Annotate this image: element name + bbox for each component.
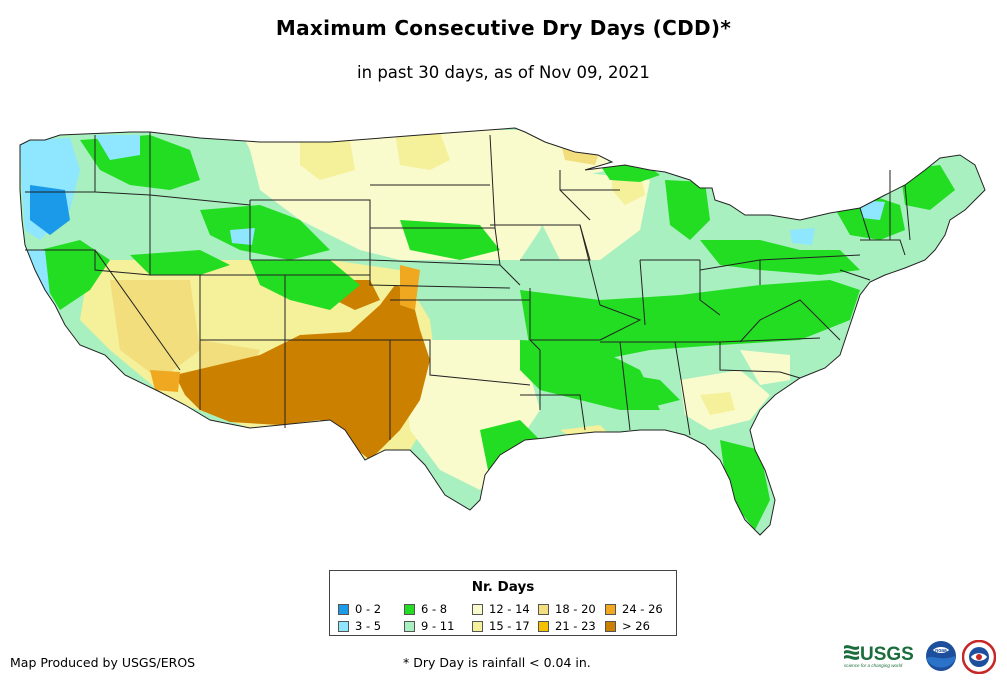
legend-item: 21 - 23: [538, 619, 596, 633]
dry-day-footnote: * Dry Day is rainfall < 0.04 in.: [403, 655, 591, 670]
map-title: Maximum Consecutive Dry Days (CDD)*: [275, 16, 732, 40]
legend-title: Nr. Days: [471, 579, 535, 595]
legend-label: 18 - 20: [555, 602, 596, 616]
legend-swatch: [472, 620, 483, 632]
legend-swatch: [538, 620, 549, 632]
usgs-tagline: science for a changing world: [844, 663, 903, 668]
legend-swatch: [338, 603, 349, 615]
legend-item: 18 - 20: [538, 602, 596, 616]
legend-label: 24 - 26: [622, 602, 663, 616]
legend-label: 21 - 23: [555, 619, 596, 633]
usgs-logo-text: USGS: [860, 644, 914, 665]
legend-swatch: [605, 620, 616, 632]
legend-swatch: [605, 603, 616, 615]
us-cdd-map: [19, 127, 986, 536]
legend-label: 15 - 17: [489, 619, 530, 633]
legend-label: 9 - 11: [421, 619, 455, 633]
legend-label: > 26: [622, 619, 650, 633]
usgs-logo: USGS science for a changing world: [844, 644, 914, 668]
legend-swatch: [472, 603, 483, 615]
legend-label: 12 - 14: [489, 602, 530, 616]
legend-box: Nr. Days 0 - 2 3 - 5 6 - 8 9 - 11 12 - 1…: [329, 570, 677, 636]
usgs-wave-icon: [844, 645, 859, 660]
legend-item: 15 - 17: [472, 619, 530, 633]
legend-swatch: [538, 603, 549, 615]
legend-label: 6 - 8: [421, 602, 448, 616]
noaa-logo-text: noaa: [935, 648, 947, 654]
legend-item: 3 - 5: [338, 619, 381, 633]
legend-item: 12 - 14: [472, 602, 530, 616]
legend-label: 3 - 5: [355, 619, 382, 633]
legend-label: 0 - 2: [355, 602, 382, 616]
map-credit: Map Produced by USGS/EROS: [10, 655, 196, 670]
legend-swatch: [338, 620, 349, 632]
legend-item: 0 - 2: [338, 602, 381, 616]
legend-item: 9 - 11: [404, 619, 454, 633]
legend-swatch: [404, 620, 415, 632]
map-subtitle: in past 30 days, as of Nov 09, 2021: [357, 63, 650, 82]
legend-item: 6 - 8: [404, 602, 447, 616]
legend-swatch: [404, 603, 415, 615]
noaa-logo: noaa: [926, 641, 956, 671]
nws-logo: [962, 640, 996, 674]
legend-item: > 26: [605, 619, 650, 633]
legend-item: 24 - 26: [605, 602, 663, 616]
